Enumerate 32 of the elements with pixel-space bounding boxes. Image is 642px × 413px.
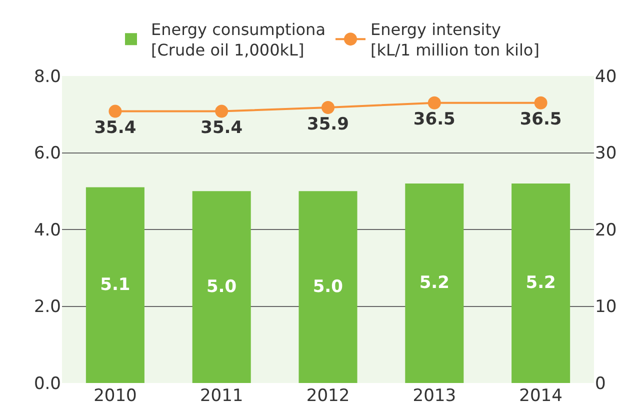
data-label: 5.2 bbox=[526, 273, 556, 294]
data-label: 5.0 bbox=[206, 277, 237, 298]
point bbox=[534, 96, 548, 110]
y-tick-label: 4.0 bbox=[34, 220, 61, 240]
point bbox=[108, 104, 122, 118]
y2-tick-label: 20 bbox=[595, 220, 617, 240]
y-tick-label: 8.0 bbox=[34, 66, 61, 87]
data-label: 35.4 bbox=[200, 118, 243, 138]
data-label: 5.1 bbox=[100, 275, 130, 296]
data-label: 35.9 bbox=[307, 114, 349, 134]
data-label: 36.5 bbox=[413, 110, 456, 130]
legend-label: Energy consumptiona [Crude oil 1,000kL] bbox=[151, 20, 326, 60]
x-tick-label: 2013 bbox=[412, 386, 456, 406]
data-label: 36.5 bbox=[520, 110, 562, 130]
x-tick-label: 2011 bbox=[200, 386, 244, 406]
point bbox=[215, 104, 228, 118]
y-tick-label: 0.0 bbox=[34, 374, 61, 394]
data-label: 5.2 bbox=[419, 273, 450, 294]
x-tick-label: 2010 bbox=[94, 386, 137, 406]
point bbox=[322, 100, 334, 114]
data-label: 35.4 bbox=[94, 118, 136, 138]
y-tick-label: 6.0 bbox=[34, 144, 61, 164]
data-label: 5.0 bbox=[312, 277, 344, 298]
y-tick-label: 2.0 bbox=[34, 297, 61, 318]
y2-tick-label: 10 bbox=[595, 297, 617, 318]
x-tick-label: 2012 bbox=[306, 386, 350, 406]
y2-tick-label: 0 bbox=[595, 374, 606, 394]
legend-label: Energy intensity [kL/1 million ton kilo] bbox=[370, 20, 540, 60]
point bbox=[428, 96, 441, 110]
y2-tick-label: 30 bbox=[595, 144, 617, 164]
x-tick-label: 2014 bbox=[519, 386, 562, 406]
y2-tick-label: 40 bbox=[595, 66, 617, 87]
